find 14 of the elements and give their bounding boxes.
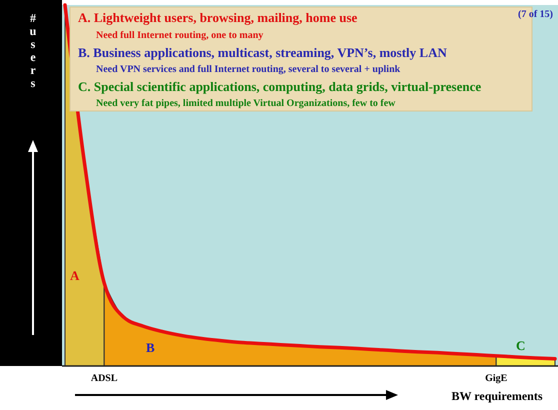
x-tick-label: GigE bbox=[485, 373, 508, 384]
series-label: B bbox=[146, 340, 155, 355]
series-label: C bbox=[516, 338, 526, 353]
annotation: B. Business applications, multicast, streaming, VPN’s, mostly LAN bbox=[78, 45, 448, 60]
annotation: C. Special scientific applications, computing, data grids, virtual-presence bbox=[78, 79, 482, 94]
annotation: Need VPN services and full Internet routing, several to several + uplink bbox=[96, 64, 401, 75]
annotation: Need full Internet routing, one to many bbox=[96, 30, 264, 41]
y-axis-title: # users bbox=[30, 11, 37, 90]
annotation: (7 of 15) bbox=[518, 9, 553, 20]
x-tick-label: ADSL bbox=[90, 373, 118, 384]
annotation: Need very fat pipes, limited multiple Virtual Organizations, few to few bbox=[96, 98, 396, 109]
x-axis-title: BW requirements bbox=[451, 389, 543, 403]
annotation: A. Lightweight users, browsing, mailing, home use bbox=[78, 10, 358, 25]
series-label: A bbox=[70, 268, 80, 283]
